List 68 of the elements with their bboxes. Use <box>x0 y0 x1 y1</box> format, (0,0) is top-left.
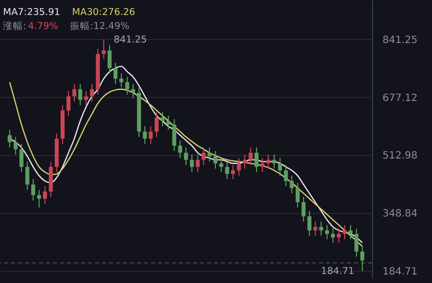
candlestick <box>278 158 282 176</box>
candlestick <box>254 146 259 173</box>
y-tick-label: 512.98 <box>382 150 418 162</box>
candlestick <box>19 143 24 173</box>
annotation: MA30:276.26 <box>72 7 136 18</box>
annotation: 841.25 <box>114 34 147 46</box>
candlestick <box>166 115 170 130</box>
annotation: MA7:235.91 <box>3 7 60 18</box>
candlestick <box>108 44 112 74</box>
candlestick <box>154 112 159 138</box>
y-tick-label: 348.84 <box>382 208 418 220</box>
candlestick <box>148 126 153 144</box>
candlestick <box>125 76 130 96</box>
candlestick <box>172 118 176 152</box>
candlestick <box>160 112 164 127</box>
candlestick <box>313 221 318 236</box>
candlestick <box>242 154 247 170</box>
candlestick <box>14 136 18 156</box>
candlestick <box>225 161 230 180</box>
candlestick <box>25 161 30 190</box>
candlestick <box>42 186 47 204</box>
candlestick <box>248 146 253 166</box>
y-tick-label: 677.12 <box>382 92 418 104</box>
candlestick <box>272 154 276 170</box>
candlestick <box>102 38 106 60</box>
candlestick <box>66 90 70 116</box>
candlestick <box>90 83 94 102</box>
candlestick <box>178 140 182 159</box>
candlestick <box>302 196 306 222</box>
candlestick <box>296 182 300 208</box>
candlestick <box>342 224 347 240</box>
candlestick <box>219 158 224 173</box>
candlestick <box>131 83 136 99</box>
candlestick <box>336 228 341 244</box>
annotation: 涨幅: <box>3 20 26 32</box>
candlestick <box>330 228 335 244</box>
annotation: 184.71 <box>321 266 354 278</box>
candlestick <box>266 154 270 170</box>
candlestick <box>284 164 288 187</box>
candlestick <box>8 129 12 148</box>
candlestick <box>184 146 188 166</box>
y-tick-label: 184.71 <box>382 266 418 278</box>
candlestick <box>78 83 82 106</box>
annotation: 4.79% <box>28 21 58 32</box>
candlestick <box>84 90 88 106</box>
candlestick <box>231 164 236 180</box>
candlestick <box>325 224 330 240</box>
candlestick <box>260 158 264 173</box>
candlestick <box>319 221 324 236</box>
candlestick <box>196 154 200 173</box>
candlestick <box>142 126 147 144</box>
candlestick <box>307 210 312 236</box>
candlestick <box>37 189 42 208</box>
candlestick <box>208 146 212 162</box>
candlestick <box>31 178 36 201</box>
candlestick <box>113 62 118 84</box>
candlestick <box>202 146 206 166</box>
y-tick-label: 841.25 <box>382 34 418 46</box>
candlestick <box>72 83 76 102</box>
candlestick <box>190 154 194 173</box>
annotation: 振幅:12.49% <box>70 20 130 32</box>
candlestick <box>119 72 124 88</box>
candlestick <box>348 224 353 240</box>
candlestick <box>290 175 294 194</box>
candlestick <box>354 228 358 258</box>
candlestick <box>236 158 241 176</box>
candlestick <box>213 150 218 170</box>
candlestick <box>360 246 364 272</box>
